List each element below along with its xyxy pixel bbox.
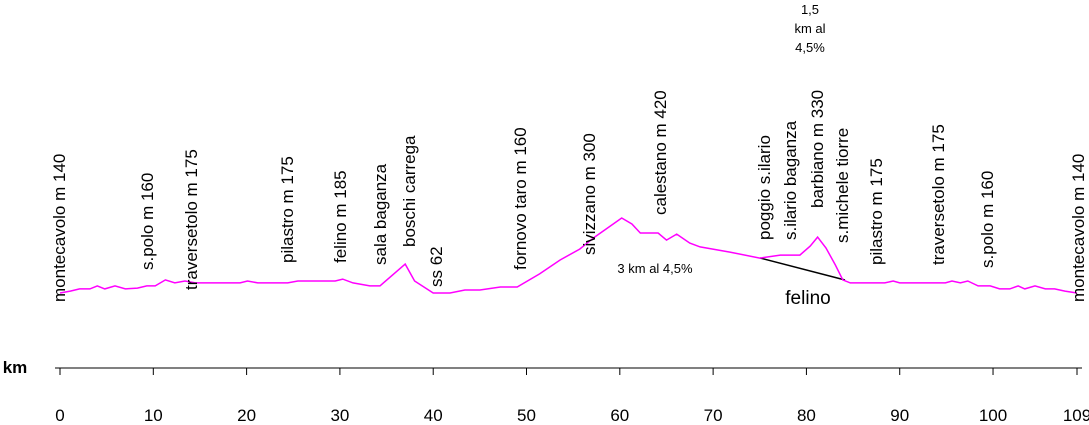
place-label: pilastro m 175 xyxy=(867,158,886,265)
place-label: traversetolo m 175 xyxy=(929,124,948,265)
place-label: montecavolo m 140 xyxy=(1069,154,1088,302)
place-label: sala baganza xyxy=(371,163,390,265)
x-tick-label: 40 xyxy=(424,406,443,425)
gradient-line xyxy=(759,257,846,281)
x-axis-label: km xyxy=(3,358,28,377)
x-tick-label: 30 xyxy=(330,406,349,425)
x-tick-label: 80 xyxy=(797,406,816,425)
profile-line xyxy=(59,217,1078,294)
place-label: calestano m 420 xyxy=(651,90,670,215)
place-label: s.polo m 160 xyxy=(978,171,997,268)
x-tick-label: 60 xyxy=(610,406,629,425)
place-label: felino m 185 xyxy=(331,170,350,263)
place-label: pilastro m 175 xyxy=(278,156,297,263)
place-label: fornovo taro m 160 xyxy=(511,127,530,270)
x-tick-label: 109 xyxy=(1063,406,1089,425)
x-tick-label: 20 xyxy=(237,406,256,425)
x-tick-label: 100 xyxy=(979,406,1007,425)
annotation: 1,5 km al 4,5% xyxy=(794,2,826,55)
annotation: 3 km al 4,5% xyxy=(617,261,693,276)
place-label: boschi carrega xyxy=(400,135,419,247)
x-tick-label: 70 xyxy=(704,406,723,425)
place-label: s.ilario baganza xyxy=(781,120,800,240)
x-tick-label: 0 xyxy=(55,406,64,425)
x-tick-label: 90 xyxy=(890,406,909,425)
place-label: ss 62 xyxy=(427,246,446,287)
x-tick-label: 50 xyxy=(517,406,536,425)
place-label: s.michele tiorre xyxy=(833,128,852,243)
x-tick-label: 10 xyxy=(144,406,163,425)
place-label: traversetolo m 175 xyxy=(182,149,201,290)
place-label: sivizzano m 300 xyxy=(580,133,599,255)
place-label: montecavolo m 140 xyxy=(50,154,69,302)
place-label: s.polo m 160 xyxy=(138,173,157,270)
place-label: barbiano m 330 xyxy=(808,90,827,208)
annotation: felino xyxy=(785,288,830,309)
place-label: poggio s.ilario xyxy=(755,135,774,240)
